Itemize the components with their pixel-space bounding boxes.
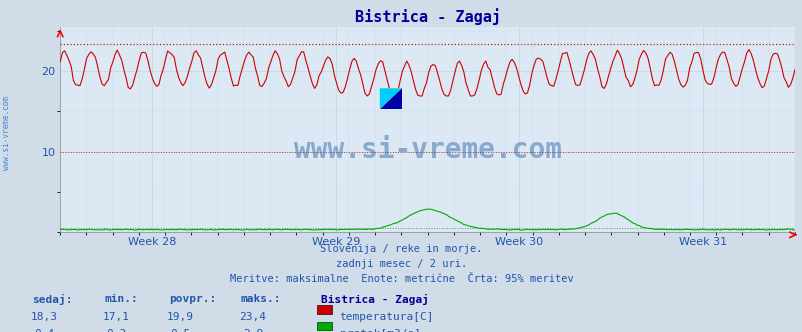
Text: Slovenija / reke in morje.: Slovenija / reke in morje. bbox=[320, 244, 482, 254]
Text: 2,9: 2,9 bbox=[242, 329, 263, 332]
Text: 23,4: 23,4 bbox=[239, 312, 266, 322]
Text: 17,1: 17,1 bbox=[103, 312, 130, 322]
Polygon shape bbox=[379, 88, 401, 109]
Text: povpr.:: povpr.: bbox=[168, 294, 216, 304]
Text: www.si-vreme.com: www.si-vreme.com bbox=[2, 96, 11, 170]
Text: 0,3: 0,3 bbox=[106, 329, 127, 332]
Text: min.:: min.: bbox=[104, 294, 138, 304]
Text: Meritve: maksimalne  Enote: metrične  Črta: 95% meritev: Meritve: maksimalne Enote: metrične Črta… bbox=[229, 274, 573, 284]
Text: Bistrica - Zagaj: Bistrica - Zagaj bbox=[321, 294, 428, 305]
Text: 18,3: 18,3 bbox=[30, 312, 58, 322]
Text: zadnji mesec / 2 uri.: zadnji mesec / 2 uri. bbox=[335, 259, 467, 269]
Text: sedaj:: sedaj: bbox=[32, 294, 72, 305]
Text: temperatura[C]: temperatura[C] bbox=[339, 312, 434, 322]
Text: www.si-vreme.com: www.si-vreme.com bbox=[294, 136, 561, 164]
Text: 0,4: 0,4 bbox=[34, 329, 55, 332]
Text: maks.:: maks.: bbox=[241, 294, 281, 304]
Text: 19,9: 19,9 bbox=[167, 312, 194, 322]
Text: pretok[m3/s]: pretok[m3/s] bbox=[339, 329, 420, 332]
Bar bbox=[379, 88, 401, 109]
Polygon shape bbox=[379, 88, 401, 109]
Text: 0,5: 0,5 bbox=[170, 329, 191, 332]
Title: Bistrica - Zagaj: Bistrica - Zagaj bbox=[354, 9, 500, 25]
